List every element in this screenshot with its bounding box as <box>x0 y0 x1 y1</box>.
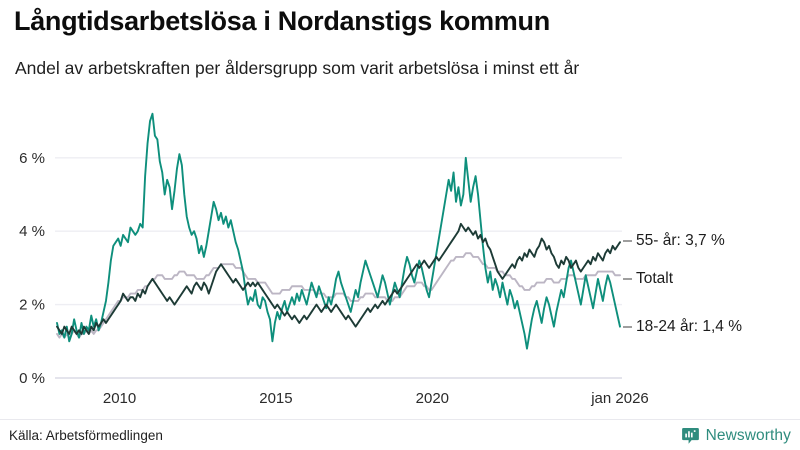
x-axis-tick-label: jan 2026 <box>590 390 649 407</box>
x-axis-tick-labels: 2010 2015 2020 jan 2026 <box>103 390 649 407</box>
page-title: Långtidsarbetslösa i Nordanstigs kommun <box>14 6 550 36</box>
bar-chart-bubble-icon <box>681 428 699 444</box>
y-axis-tick-label: 4 % <box>19 223 45 240</box>
brand-name: Newsworthy <box>705 426 791 444</box>
series-label: 18-24 år: 1,4 % <box>636 318 742 335</box>
y-axis-tick-labels: 0 % 2 % 4 % 6 % <box>19 150 45 387</box>
y-axis-tick-label: 2 % <box>19 297 45 314</box>
series-lines <box>56 112 621 350</box>
x-axis-tick-label: 2010 <box>103 390 136 407</box>
gridlines <box>55 157 622 379</box>
footer-divider <box>0 419 800 420</box>
source-note: Källa: Arbetsförmedlingen <box>9 428 163 443</box>
series-line <box>56 222 621 335</box>
y-axis-tick-label: 6 % <box>19 150 45 167</box>
x-axis-tick-label: 2020 <box>416 390 449 407</box>
chart-subtitle: Andel av arbetskraften per åldersgrupp s… <box>15 58 580 78</box>
series-label: 55- år: 3,7 % <box>636 232 725 249</box>
series-label: Totalt <box>636 270 674 287</box>
y-axis-tick-label: 0 % <box>19 370 45 387</box>
brand-logo: Newsworthy <box>681 426 791 445</box>
series-line <box>56 112 621 350</box>
series-inline-labels: 18-24 år: 1,4 % Totalt 55- år: 3,7 % <box>623 232 742 335</box>
x-axis-tick-label: 2015 <box>259 390 292 407</box>
